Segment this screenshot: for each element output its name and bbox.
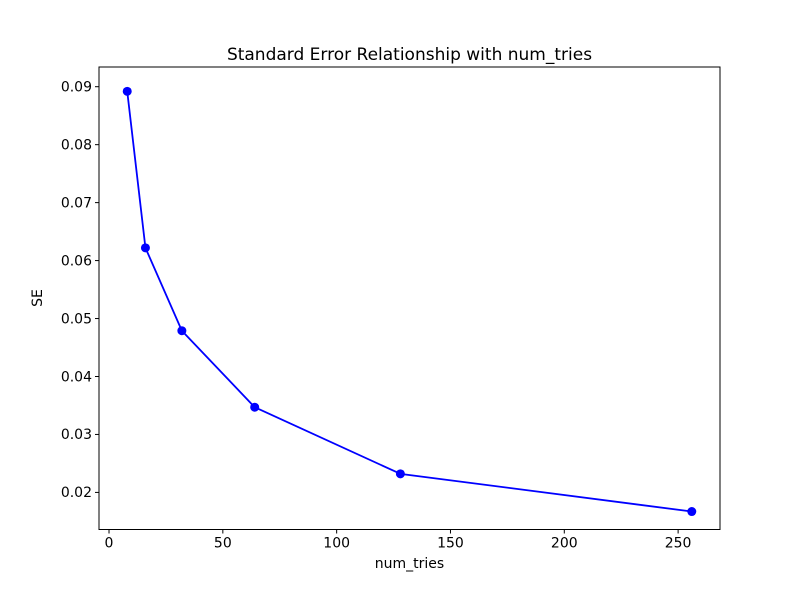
y-axis-label: SE: [30, 289, 46, 307]
data-point: [122, 86, 132, 96]
data-point: [250, 402, 260, 412]
y-tick-label: 0.02: [61, 485, 92, 501]
y-tick-label: 0.08: [61, 137, 92, 153]
series-line: [126, 90, 693, 513]
y-tick-label: 0.06: [61, 253, 92, 269]
chart-title: Standard Error Relationship with num_tri…: [226, 45, 593, 65]
data-point: [140, 243, 150, 253]
x-tick-label: 0: [105, 536, 114, 552]
x-tick-label: 50: [214, 536, 232, 552]
x-tick-label: 100: [323, 536, 350, 552]
data-point: [687, 507, 697, 517]
y-tick-label: 0.03: [61, 427, 92, 443]
data-point: [177, 326, 187, 336]
y-tick-label: 0.09: [61, 79, 92, 95]
axes-box: [98, 66, 721, 530]
y-tick-label: 0.04: [61, 369, 92, 385]
x-axis-label: num_tries: [374, 556, 445, 572]
y-tick-label: 0.07: [61, 195, 92, 211]
data-point: [395, 469, 405, 479]
x-tick-label: 150: [437, 536, 464, 552]
x-tick-label: 250: [665, 536, 692, 552]
x-tick-label: 200: [551, 536, 578, 552]
y-tick-label: 0.05: [61, 311, 92, 327]
